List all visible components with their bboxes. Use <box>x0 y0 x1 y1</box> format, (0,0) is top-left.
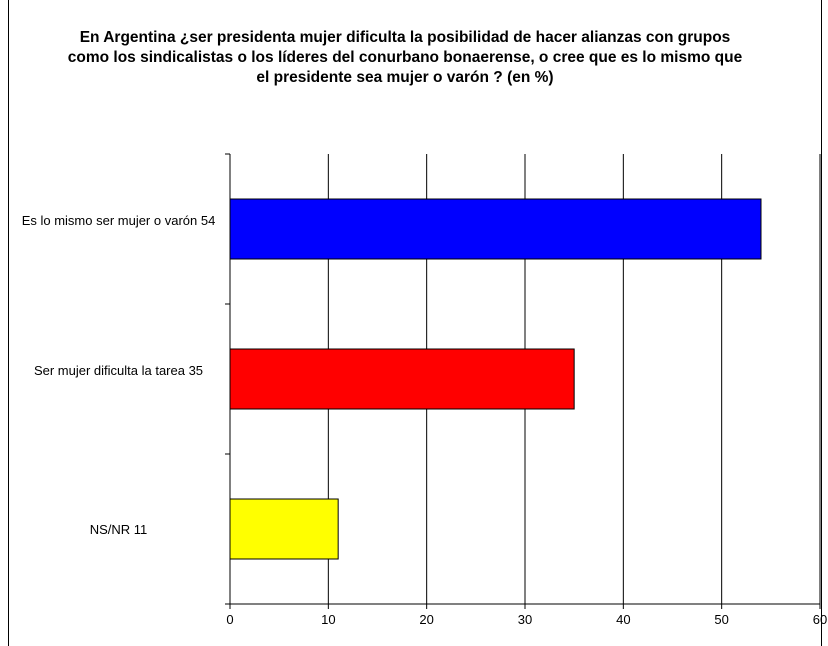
x-tick-label-6: 60 <box>813 612 827 627</box>
bar-0 <box>229 198 762 260</box>
x-tick-label-2: 20 <box>419 612 433 627</box>
category-label-2: NS/NR 11 <box>89 522 148 537</box>
category-label-0: Es lo mismo ser mujer o varón 54 <box>21 213 216 228</box>
x-tick-label-4: 40 <box>616 612 630 627</box>
chart-title: En Argentina ¿ser presidenta mujer dific… <box>67 29 743 86</box>
x-tick-label-1: 10 <box>321 612 335 627</box>
x-tick-label-5: 50 <box>714 612 728 627</box>
x-tick-label-3: 30 <box>518 612 532 627</box>
x-tick-label-0: 0 <box>226 612 233 627</box>
category-label-1: Ser mujer dificulta la tarea 35 <box>33 363 204 378</box>
bar-1 <box>229 348 575 410</box>
bar-2 <box>229 498 339 560</box>
chart-frame <box>8 0 822 646</box>
